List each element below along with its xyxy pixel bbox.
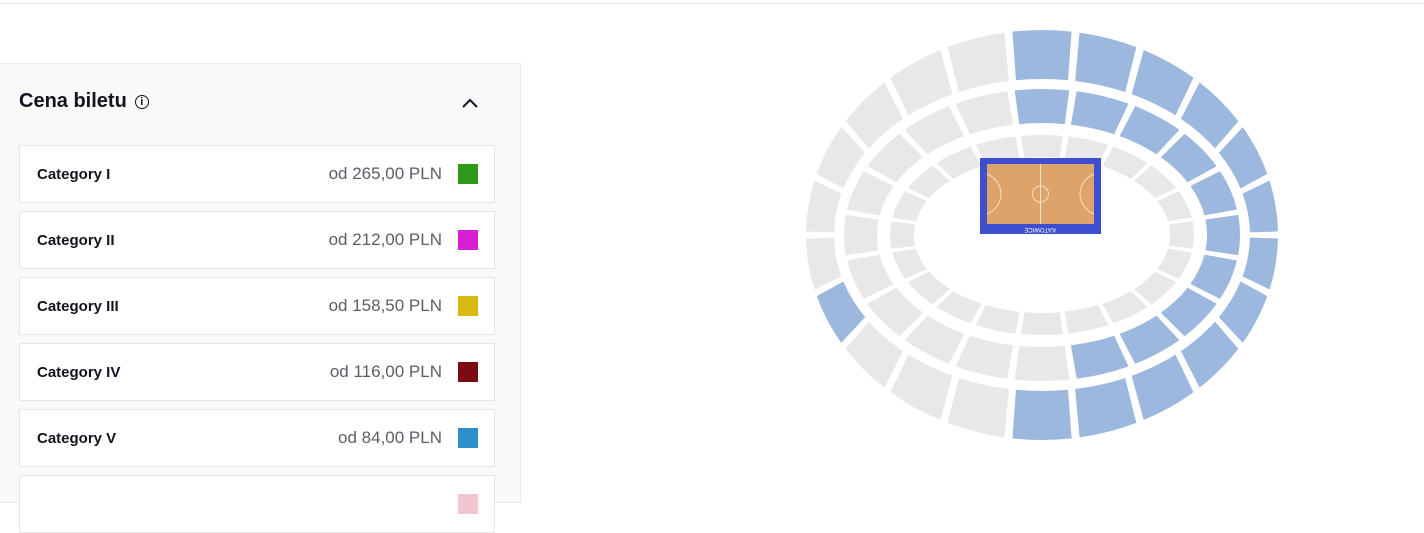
seat-section xyxy=(867,287,924,337)
price-category-row[interactable]: Category IV od 116,00 PLN xyxy=(19,343,495,401)
seat-section xyxy=(845,321,904,388)
category-price: od 84,00 PLN xyxy=(338,428,442,447)
seat-section[interactable] xyxy=(1014,89,1070,125)
seat-section xyxy=(892,248,927,279)
seat-section[interactable] xyxy=(1160,133,1217,183)
seat-section xyxy=(890,221,916,249)
price-category-row[interactable]: Category III od 158,50 PLN xyxy=(19,277,495,335)
seat-section[interactable] xyxy=(1131,354,1194,420)
seat-section xyxy=(806,237,842,290)
price-panel-title: Cena biletu xyxy=(19,90,127,112)
seat-section xyxy=(975,136,1020,165)
category-color-swatch xyxy=(458,494,478,514)
seat-section xyxy=(844,214,879,256)
seat-section[interactable] xyxy=(1242,180,1278,233)
seat-section xyxy=(947,32,1009,93)
seat-section xyxy=(847,254,894,299)
seat-section[interactable] xyxy=(1119,106,1180,155)
price-category-row[interactable]: Category V od 84,00 PLN xyxy=(19,409,495,467)
category-price: od 212,00 PLN xyxy=(328,230,442,249)
basketball-court: KATOWICE xyxy=(980,158,1101,234)
category-price: od 158,50 PLN xyxy=(328,296,442,315)
seat-section xyxy=(955,335,1014,379)
seat-section xyxy=(1134,271,1177,305)
seat-section xyxy=(955,91,1014,135)
seat-section[interactable] xyxy=(1160,287,1217,337)
seat-section xyxy=(904,106,965,155)
seat-section xyxy=(806,180,842,233)
seat-section[interactable] xyxy=(1218,281,1268,343)
price-category-row[interactable] xyxy=(19,475,495,533)
seat-section xyxy=(1064,305,1109,334)
seat-section[interactable] xyxy=(1190,254,1237,299)
seat-section xyxy=(1157,191,1192,222)
category-color-swatch xyxy=(458,362,478,382)
info-circle-icon[interactable]: i xyxy=(134,94,149,109)
seat-section xyxy=(947,377,1009,438)
seat-section xyxy=(867,133,924,183)
seat-section[interactable] xyxy=(1131,50,1194,116)
seat-section[interactable] xyxy=(1180,82,1239,149)
seat-section xyxy=(890,50,953,116)
category-color-swatch xyxy=(458,428,478,448)
seat-section xyxy=(1157,248,1192,279)
top-divider xyxy=(0,3,1424,4)
category-label: Category III xyxy=(37,297,119,315)
seat-section[interactable] xyxy=(1190,171,1237,216)
seat-section xyxy=(1134,165,1177,199)
seat-section[interactable] xyxy=(1012,29,1072,81)
seat-section xyxy=(907,271,950,305)
seat-section[interactable] xyxy=(1180,321,1239,388)
category-color-swatch xyxy=(458,230,478,250)
chevron-up-icon[interactable] xyxy=(460,96,480,110)
category-label: Category II xyxy=(37,231,115,249)
category-color-swatch xyxy=(458,296,478,316)
svg-text:KATOWICE: KATOWICE xyxy=(1024,226,1055,232)
seat-section[interactable] xyxy=(1242,237,1278,290)
seat-section xyxy=(1014,345,1070,381)
seat-section xyxy=(1102,146,1148,179)
price-category-row[interactable]: Category I od 265,00 PLN xyxy=(19,145,495,203)
category-price: od 265,00 PLN xyxy=(328,164,442,183)
seat-section xyxy=(892,191,927,222)
seat-section xyxy=(907,165,950,199)
seat-section[interactable] xyxy=(1218,127,1268,189)
seat-section[interactable] xyxy=(816,281,866,343)
seat-section xyxy=(936,146,982,179)
seat-section xyxy=(845,82,904,149)
category-color-swatch xyxy=(458,164,478,184)
seat-section xyxy=(904,315,965,364)
seat-section[interactable] xyxy=(1070,335,1129,379)
category-price: od 116,00 PLN xyxy=(329,362,442,381)
seat-section[interactable] xyxy=(1075,377,1137,438)
seat-section[interactable] xyxy=(1205,214,1240,256)
category-label: Category I xyxy=(37,165,111,183)
category-label: Category V xyxy=(37,429,117,447)
seat-section xyxy=(1168,221,1194,249)
seat-section[interactable] xyxy=(1075,32,1137,93)
seat-section xyxy=(1102,291,1148,324)
seat-section xyxy=(975,305,1020,334)
price-panel-header: Cena biletu i xyxy=(19,90,149,113)
seat-section xyxy=(890,354,953,420)
seat-section xyxy=(847,171,894,216)
seat-section xyxy=(816,127,866,189)
seat-map[interactable]: KATOWICE xyxy=(780,10,1300,460)
seat-section[interactable] xyxy=(1012,389,1072,440)
category-label: Category IV xyxy=(37,363,121,381)
price-category-row[interactable]: Category II od 212,00 PLN xyxy=(19,211,495,269)
seat-section xyxy=(1064,136,1109,165)
seat-section xyxy=(1021,312,1063,335)
seat-section[interactable] xyxy=(1119,315,1180,364)
seat-section xyxy=(936,291,982,324)
seat-section[interactable] xyxy=(1070,91,1129,135)
seat-section xyxy=(1021,135,1063,158)
